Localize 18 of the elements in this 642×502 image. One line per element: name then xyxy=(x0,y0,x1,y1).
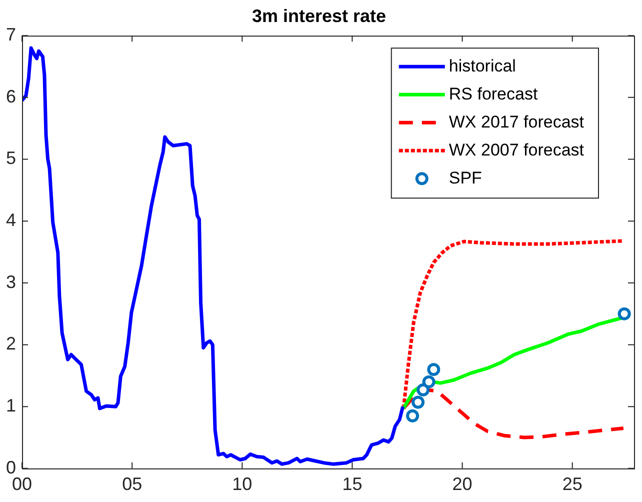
y-tick-label: 1 xyxy=(6,396,16,416)
x-tick-label: 05 xyxy=(122,474,142,494)
x-tick-label: 10 xyxy=(232,474,252,494)
x-tick-label: 20 xyxy=(452,474,472,494)
chart-title: 3m interest rate xyxy=(252,6,386,26)
legend-label: WX 2017 forecast xyxy=(448,112,584,132)
legend-label: SPF xyxy=(448,168,482,188)
x-tick-label: 25 xyxy=(562,474,582,494)
y-tick-label: 7 xyxy=(6,24,16,45)
y-tick-label: 4 xyxy=(6,210,16,230)
legend-label: WX 2007 forecast xyxy=(448,140,584,160)
y-tick-label: 3 xyxy=(6,272,16,292)
y-tick-label: 2 xyxy=(6,334,16,354)
legend-label: RS forecast xyxy=(448,84,538,104)
y-tick-label: 6 xyxy=(6,86,16,106)
y-tick-label: 5 xyxy=(6,148,16,168)
legend-label: historical xyxy=(448,56,516,76)
x-tick-label: 15 xyxy=(342,474,362,494)
